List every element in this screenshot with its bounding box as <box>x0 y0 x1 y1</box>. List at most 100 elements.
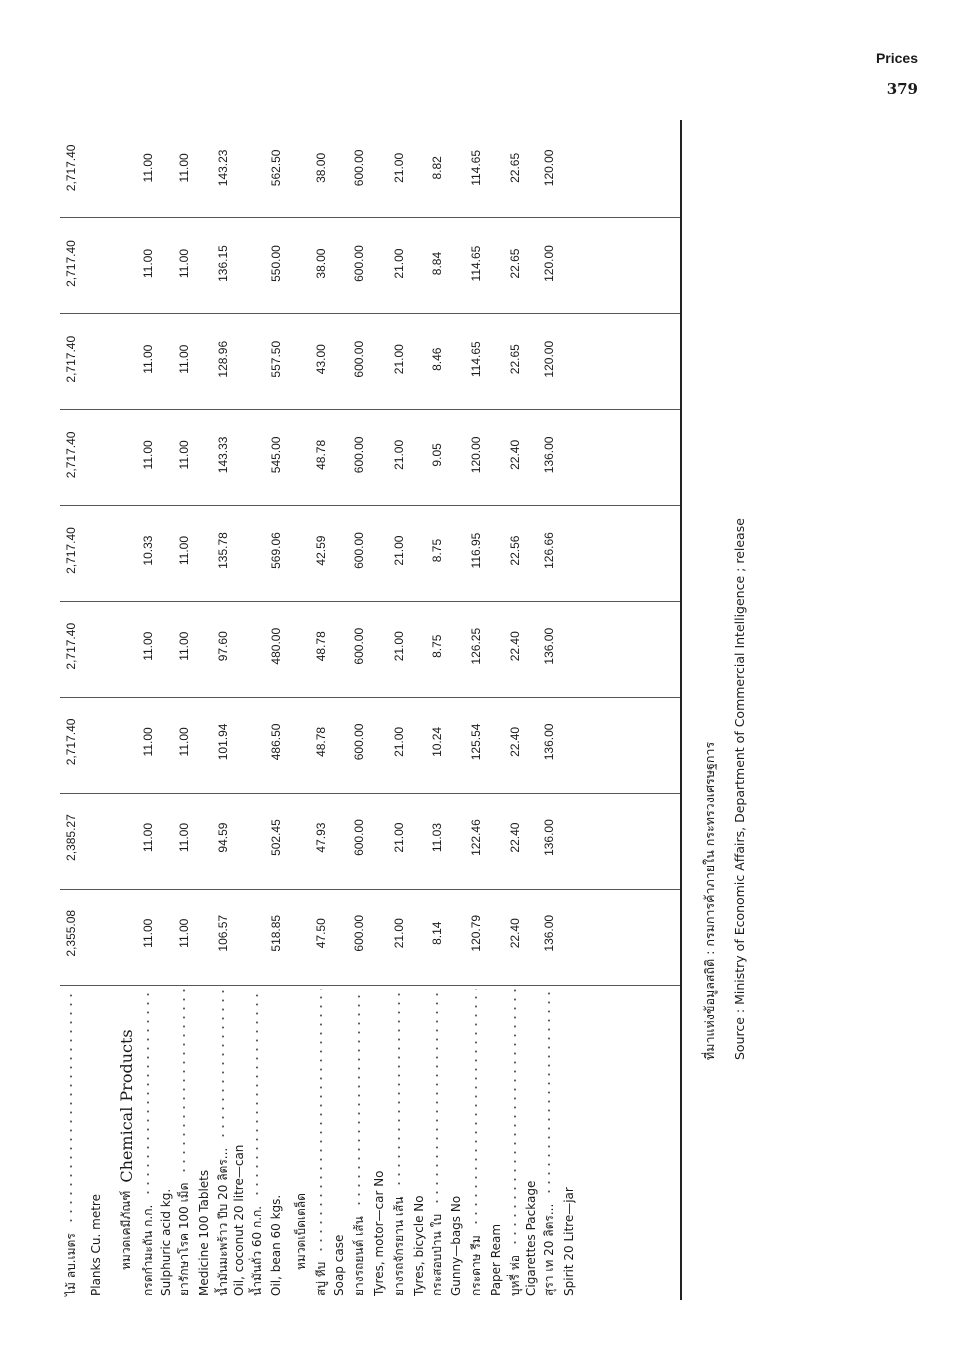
price-cell: 11.00 <box>177 248 191 279</box>
row-label: กระดาษ รีม <box>467 981 486 1300</box>
row-label: Paper Ream <box>489 980 503 1300</box>
price-cell: 502.45 <box>269 819 283 856</box>
section-heading-row: หมวดเบ็ดเตล็ด <box>292 120 310 1300</box>
price-cell: 22.56 <box>508 535 522 566</box>
price-cell: 136.00 <box>542 436 556 474</box>
row-label: Spirit 20 Litre—jar <box>562 980 576 1300</box>
page-number: 379 <box>886 80 918 98</box>
table-row: Oil, bean 60 kgs. 518.85 502.45 486.50 480.0… <box>267 120 285 1300</box>
dot-leader <box>474 989 478 1228</box>
price-cell: 11.00 <box>141 631 155 661</box>
row-label-text: กระสอบป่าน ใบ <box>429 1213 444 1296</box>
price-cell: 94.59 <box>216 822 230 853</box>
price-cell: 11.00 <box>177 440 191 470</box>
row-label-text: กระดาษ รีม <box>468 1235 483 1296</box>
row-label-text: ยางรถยนต์ เส้น <box>351 1216 366 1296</box>
price-cell: 486.50 <box>269 723 283 761</box>
price-cell: 11.00 <box>177 631 191 661</box>
table-row: Sulphuric acid kg. <box>157 120 175 1300</box>
price-cell: 120.00 <box>469 436 483 474</box>
price-cell: 126.25 <box>469 627 483 665</box>
dot-leader <box>221 989 225 1140</box>
row-label-text: Tyres, bicycle No <box>412 1195 426 1296</box>
price-cell: 600.00 <box>352 914 366 952</box>
price-cell: 21.00 <box>392 248 406 279</box>
dot-leader <box>513 989 517 1248</box>
row-label-text: Soap case <box>332 1234 346 1296</box>
row-label: Gunny—bags No <box>449 980 463 1300</box>
row-label: น้ำมันถั่ว 60 ก.ก. <box>248 980 267 1300</box>
price-cell: 11.03 <box>430 823 444 853</box>
price-cell: 11.00 <box>177 344 191 374</box>
price-cell: 47.93 <box>314 822 328 853</box>
row-label-text: หมวดเคมีภัณฑ์ <box>118 1190 133 1270</box>
dot-leader <box>397 989 401 1189</box>
price-cell: 2,717.40 <box>64 144 78 192</box>
table-row: น้ำมันถั่ว 60 ก.ก. <box>248 120 266 1300</box>
table-row: Spirit 20 Litre—jar <box>560 120 578 1300</box>
source-thai: ที่มาแห่งข้อมูลสถิติ : กรมการค้าภายใน กร… <box>702 741 717 1060</box>
row-label-text: ไม้ ลบ.เมตร <box>63 1233 78 1296</box>
price-cell: 114.65 <box>469 341 483 378</box>
price-cell: 11.00 <box>141 823 155 853</box>
rotated-table-page: ไม้ ลบ.เมตร 2,355.08 2,385.27 2,717.40 2,717… <box>60 100 760 1300</box>
price-cell: 38.00 <box>314 152 328 183</box>
table-row: Medicine 100 Tablets <box>195 120 213 1300</box>
row-label: ยางรถจักรยาน เส้น <box>390 981 409 1300</box>
price-cell: 11.00 <box>141 153 155 183</box>
price-cell: 125.54 <box>469 723 483 761</box>
row-label-text: Medicine 100 Tablets <box>197 1169 211 1296</box>
price-cell: 2,717.40 <box>64 622 78 670</box>
row-label: กรดกำมะถัน ก.ก. <box>139 981 158 1300</box>
price-cell: 136.00 <box>542 914 556 952</box>
price-cell: 11.00 <box>141 248 155 279</box>
row-label-text: Paper Ream <box>489 1223 503 1296</box>
price-cell: 21.00 <box>392 535 406 566</box>
price-cell: 2,717.40 <box>64 431 78 479</box>
price-cell: 128.96 <box>216 340 230 378</box>
price-cell: 136.15 <box>216 245 230 282</box>
dot-leader <box>69 989 73 1226</box>
price-cell: 48.78 <box>314 439 328 470</box>
price-cell: 114.65 <box>469 245 483 282</box>
row-label-text: Tyres, motor—car No <box>372 1170 386 1296</box>
row-label: Soap case <box>332 980 346 1300</box>
row-label: Cigarettes Package <box>524 980 538 1300</box>
price-cell: 38.00 <box>314 248 328 279</box>
table-row: Tyres, bicycle No <box>410 120 428 1300</box>
row-label: กระสอบป่าน ใบ <box>428 981 447 1300</box>
price-cell: 2,385.27 <box>64 814 78 861</box>
row-label: Tyres, bicycle No <box>412 980 426 1300</box>
row-label-text: ยางรถจักรยาน เส้น <box>391 1196 406 1297</box>
dot-leader <box>547 989 551 1196</box>
price-cell: 600.00 <box>352 532 366 569</box>
price-cell: 10.24 <box>430 726 444 757</box>
price-cell: 11.00 <box>177 727 191 757</box>
price-cell: 48.78 <box>314 726 328 757</box>
price-cell: 122.46 <box>469 819 483 856</box>
table-row: Gunny—bags No <box>447 120 465 1300</box>
row-label: Medicine 100 Tablets <box>197 980 211 1300</box>
price-cell: 600.00 <box>352 819 366 856</box>
price-cell: 126.66 <box>542 532 556 569</box>
section-heading-english: Chemical Products <box>116 1029 136 1183</box>
price-cell: 136.00 <box>542 627 556 665</box>
row-label-text: Planks Cu. metre <box>89 1194 103 1296</box>
price-cell: 8.82 <box>430 156 444 180</box>
price-cell: 136.00 <box>542 723 556 761</box>
row-label: หมวดเบ็ดเตล็ด <box>292 980 311 1300</box>
dot-leader <box>255 988 259 1198</box>
price-cell: 21.00 <box>392 918 406 949</box>
price-cell: 22.40 <box>508 631 522 662</box>
price-cell: 120.00 <box>542 340 556 378</box>
price-cell: 22.40 <box>508 822 522 853</box>
price-cell: 22.65 <box>508 248 522 279</box>
row-label: Oil, coconut 20 litre—can <box>232 980 246 1300</box>
price-cell: 22.65 <box>508 152 522 183</box>
dot-leader <box>319 989 323 1254</box>
price-cell: 2,717.40 <box>64 718 78 766</box>
price-cell: 518.85 <box>269 914 283 952</box>
price-cell: 569.06 <box>269 532 283 569</box>
table-row: ยารักษาโรค 100 เม็ด 11.00 11.00 11.00 11.00 1… <box>175 120 193 1300</box>
price-cell: 136.00 <box>542 819 556 856</box>
